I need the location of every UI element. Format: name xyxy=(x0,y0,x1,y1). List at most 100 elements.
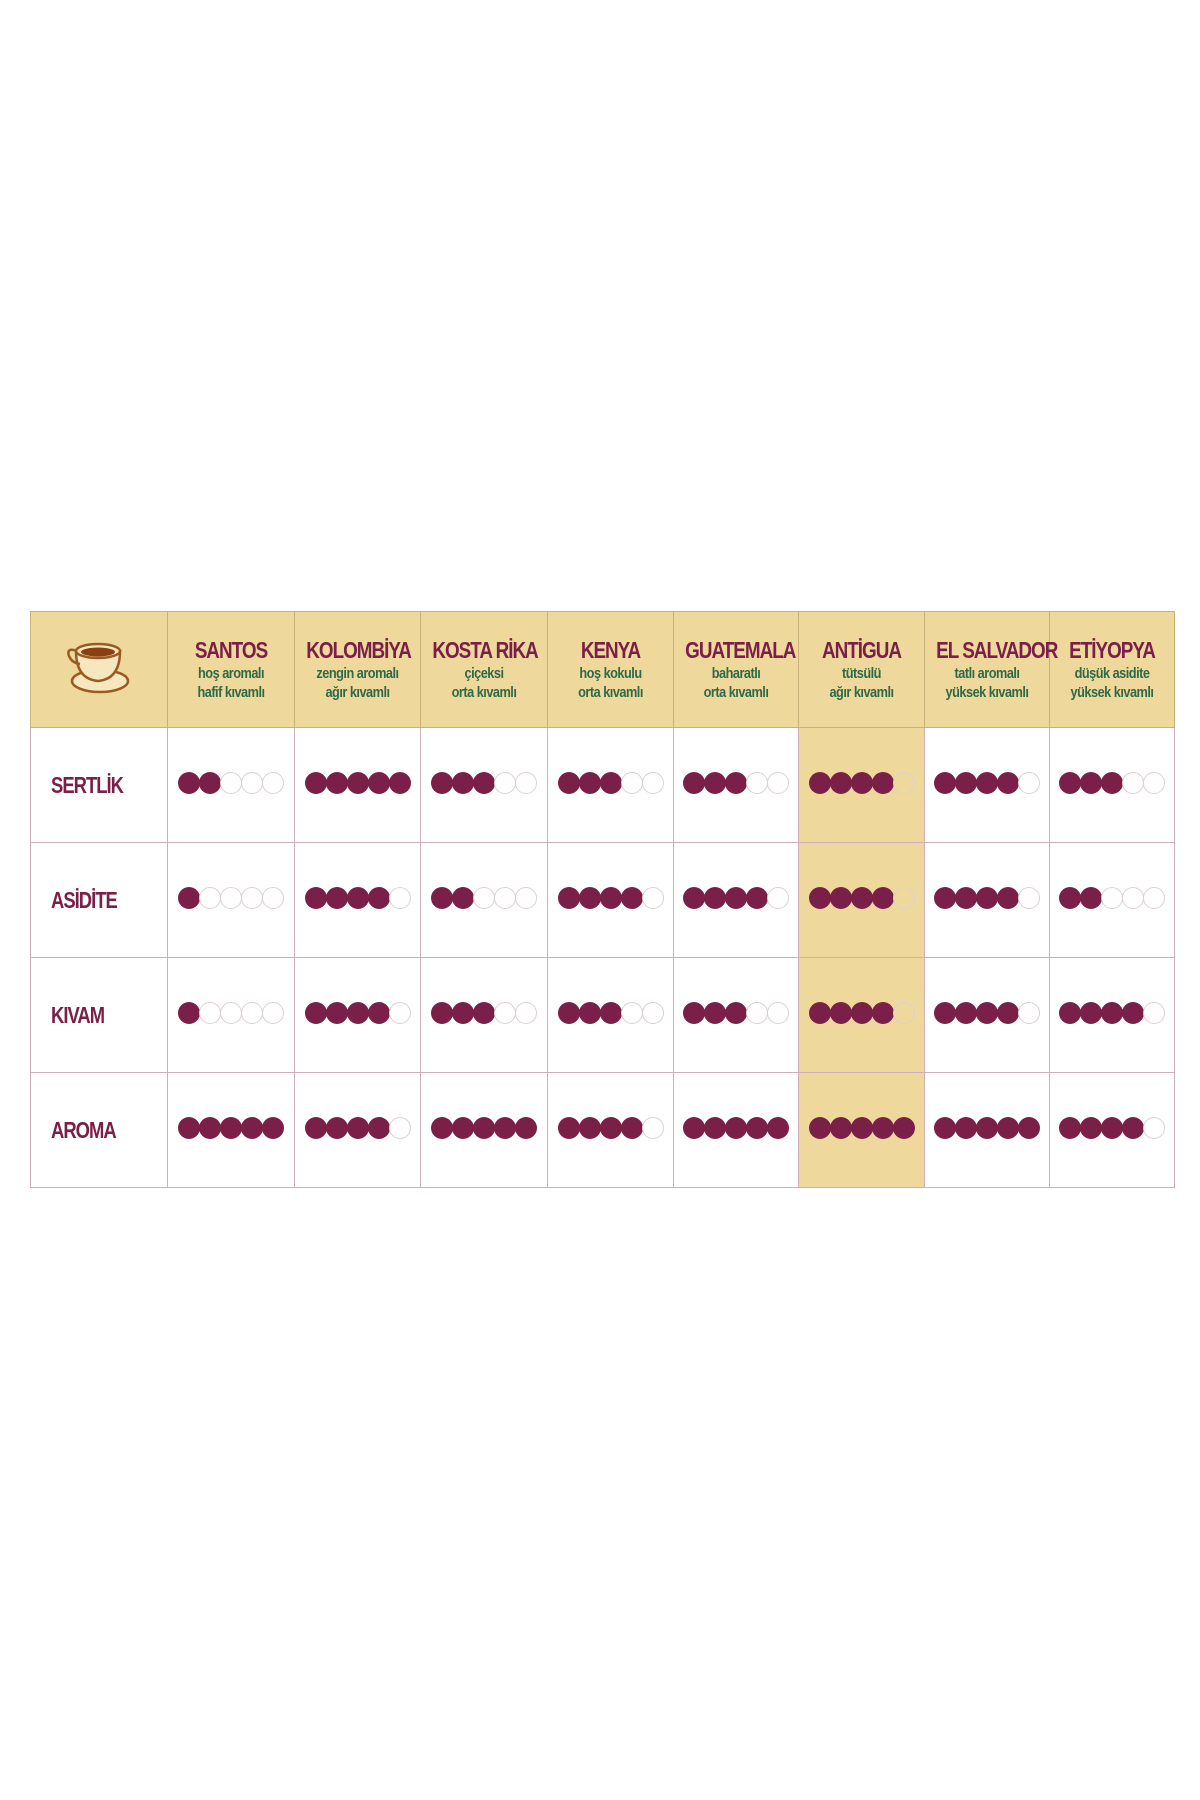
empty-dot-icon xyxy=(1122,771,1144,794)
rating-cell xyxy=(1049,727,1175,843)
rating-dots xyxy=(808,1001,915,1024)
filled-dot-icon xyxy=(683,1116,705,1139)
origin-description: ağır kıvamlı xyxy=(325,684,390,701)
rating-dots xyxy=(304,771,411,794)
filled-dot-icon xyxy=(746,886,768,909)
filled-dot-icon xyxy=(976,771,998,794)
filled-dot-icon xyxy=(304,771,327,794)
rating-cell xyxy=(798,842,925,958)
filled-dot-icon xyxy=(725,1001,747,1024)
filled-dot-icon xyxy=(704,771,726,794)
column-header-kosta-ri̇ka: KOSTA RİKA çiçeksi orta kıvamlı xyxy=(420,611,548,728)
filled-dot-icon xyxy=(262,1116,284,1139)
filled-dot-icon xyxy=(367,1001,390,1024)
filled-dot-icon xyxy=(1080,771,1102,794)
filled-dot-icon xyxy=(871,771,894,794)
filled-dot-icon xyxy=(997,771,1019,794)
rating-cell xyxy=(294,727,421,843)
rating-cell xyxy=(420,842,548,958)
column-header-eti̇yopya: ETİYOPYA düşük asidite yüksek kıvamlı xyxy=(1049,611,1175,728)
empty-dot-icon xyxy=(262,771,284,794)
filled-dot-icon xyxy=(1059,771,1081,794)
rating-dots xyxy=(683,1116,789,1139)
empty-dot-icon xyxy=(767,771,789,794)
row-label-text: AROMA xyxy=(51,1116,117,1143)
rating-cell xyxy=(167,842,295,958)
filled-dot-icon xyxy=(704,1001,726,1024)
filled-dot-icon xyxy=(976,1001,998,1024)
filled-dot-icon xyxy=(220,1116,242,1139)
rating-dots xyxy=(683,886,789,909)
row-label-text: SERTLİK xyxy=(51,771,124,798)
rating-cell xyxy=(924,1072,1050,1188)
origin-description: tütsülü xyxy=(842,665,881,682)
rating-dots xyxy=(808,1116,915,1139)
column-header-kolombi̇ya: KOLOMBİYA zengin aromalı ağır kıvamlı xyxy=(294,611,421,728)
rating-dots xyxy=(1059,771,1165,794)
empty-dot-icon xyxy=(767,1001,789,1024)
rating-dots xyxy=(431,1001,537,1024)
empty-dot-icon xyxy=(1143,1001,1165,1024)
empty-dot-icon xyxy=(515,886,537,909)
empty-dot-icon xyxy=(262,886,284,909)
filled-dot-icon xyxy=(725,1116,747,1139)
rating-cell xyxy=(798,727,925,843)
rating-dots xyxy=(934,1116,1040,1139)
empty-dot-icon xyxy=(746,1001,768,1024)
filled-dot-icon xyxy=(1059,886,1081,909)
filled-dot-icon xyxy=(955,886,977,909)
filled-dot-icon xyxy=(367,886,390,909)
filled-dot-icon xyxy=(578,771,601,794)
empty-dot-icon xyxy=(1018,771,1040,794)
filled-dot-icon xyxy=(346,1001,369,1024)
filled-dot-icon xyxy=(850,1001,873,1024)
column-header-el-salvador: EL SALVADOR tatlı aromalı yüksek kıvamlı xyxy=(924,611,1058,728)
filled-dot-icon xyxy=(178,1001,200,1024)
filled-dot-icon xyxy=(304,886,327,909)
filled-dot-icon xyxy=(452,886,474,909)
origin-description: orta kıvamlı xyxy=(451,684,517,701)
filled-dot-icon xyxy=(997,886,1019,909)
filled-dot-icon xyxy=(431,886,453,909)
empty-dot-icon xyxy=(620,771,643,794)
empty-dot-icon xyxy=(220,886,242,909)
empty-dot-icon xyxy=(388,1116,411,1139)
origin-description: tatlı aromalı xyxy=(954,665,1020,682)
origin-name: ETİYOPYA xyxy=(1069,637,1156,663)
empty-dot-icon xyxy=(262,1001,284,1024)
filled-dot-icon xyxy=(557,1001,580,1024)
empty-dot-icon xyxy=(220,771,242,794)
filled-dot-icon xyxy=(683,886,705,909)
rating-cell xyxy=(420,1072,548,1188)
empty-dot-icon xyxy=(241,771,263,794)
rating-dots xyxy=(557,886,664,909)
column-header-kenya: KENYA hoş kokulu orta kıvamlı xyxy=(547,611,674,728)
filled-dot-icon xyxy=(325,771,348,794)
empty-dot-icon xyxy=(1143,886,1165,909)
filled-dot-icon xyxy=(599,1116,622,1139)
filled-dot-icon xyxy=(850,771,873,794)
empty-dot-icon xyxy=(388,886,411,909)
rating-cell xyxy=(673,957,799,1073)
filled-dot-icon xyxy=(178,1116,200,1139)
filled-dot-icon xyxy=(473,1116,495,1139)
row-label-text: ASİDİTE xyxy=(51,886,118,913)
filled-dot-icon xyxy=(829,1116,852,1139)
filled-dot-icon xyxy=(431,771,453,794)
origin-name: EL SALVADOR xyxy=(936,637,1058,663)
filled-dot-icon xyxy=(955,1116,977,1139)
origin-description: orta kıvamlı xyxy=(578,684,643,701)
filled-dot-icon xyxy=(304,1116,327,1139)
origin-description: zengin aromalı xyxy=(316,665,399,682)
filled-dot-icon xyxy=(746,1116,768,1139)
rating-cell xyxy=(167,1072,295,1188)
origin-description: hoş kokulu xyxy=(579,665,642,682)
filled-dot-icon xyxy=(599,886,622,909)
rating-cell xyxy=(1049,1072,1175,1188)
row-label: KIVAM xyxy=(30,957,168,1073)
rating-cell xyxy=(673,727,799,843)
rating-cell xyxy=(547,1072,674,1188)
column-header-guatemala: GUATEMALA baharatlı orta kıvamlı xyxy=(673,611,799,728)
rating-cell xyxy=(420,957,548,1073)
filled-dot-icon xyxy=(346,1116,369,1139)
